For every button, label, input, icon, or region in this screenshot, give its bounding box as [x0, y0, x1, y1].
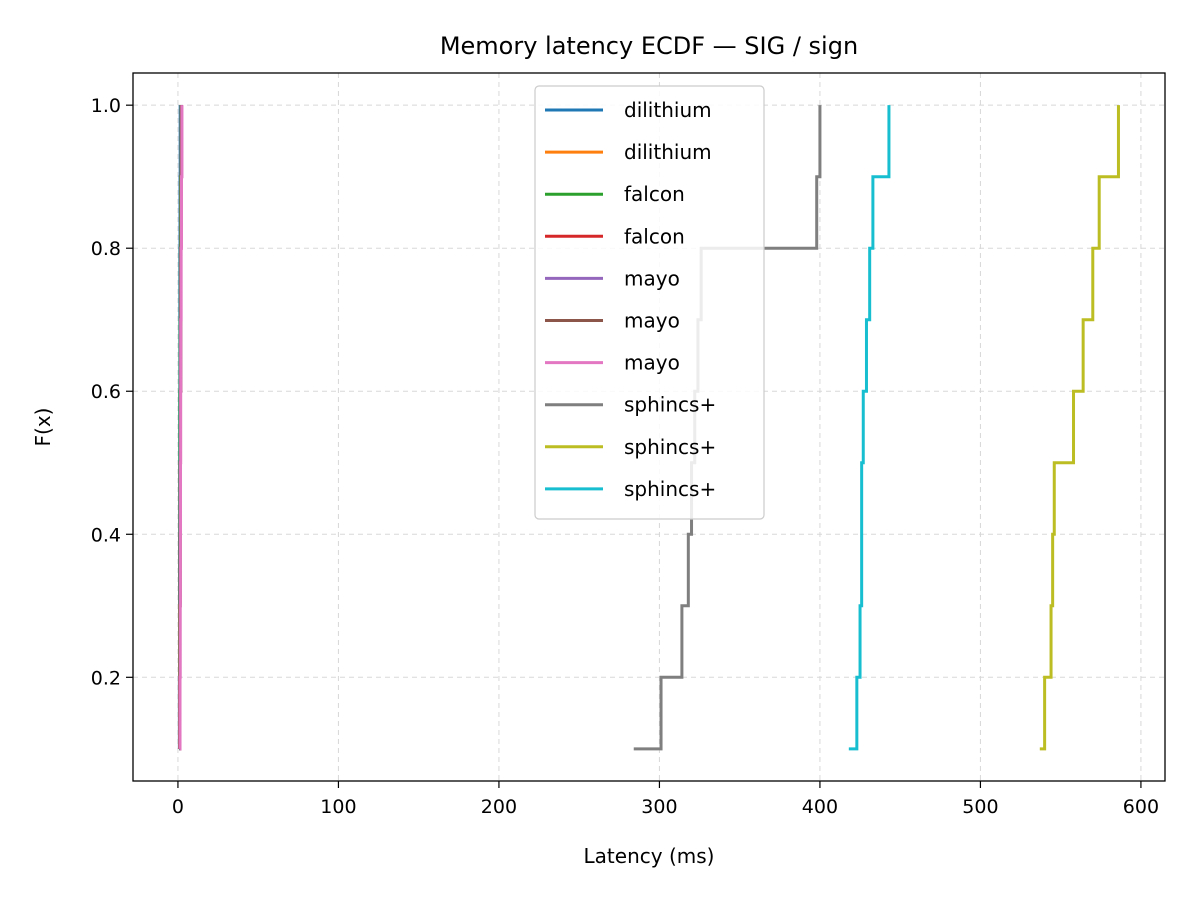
chart-title: Memory latency ECDF — SIG / sign [440, 32, 858, 60]
legend-entry-label: mayo [624, 266, 680, 290]
series-line-6 [178, 105, 184, 751]
x-tick-label: 200 [481, 796, 517, 818]
x-tick-label: 0 [172, 796, 184, 818]
x-tick-label: 300 [641, 796, 677, 818]
legend-entry-label: sphincs+ [624, 393, 716, 417]
y-tick-label: 0.6 [91, 381, 121, 403]
legend-entry-label: dilithium [624, 98, 712, 122]
series-line-8 [1039, 105, 1120, 751]
legend-entry-label: sphincs+ [624, 435, 716, 459]
y-tick-label: 0.8 [91, 238, 121, 260]
y-tick-label: 1.0 [91, 95, 121, 117]
legend-entry-label: falcon [624, 224, 685, 248]
series-lines [177, 105, 1120, 751]
legend-entry-label: dilithium [624, 140, 712, 164]
legend-entry-label: sphincs+ [624, 477, 716, 501]
legend-entry-label: mayo [624, 351, 680, 375]
axis-ticks: 0 100 200 300 400 500 600 0.2 0.4 0.6 0.8 1.0 [91, 95, 1159, 818]
y-tick-label: 0.2 [91, 667, 121, 689]
legend-entry-label: mayo [624, 309, 680, 333]
plot-area-frame [132, 72, 1166, 782]
x-tick-label: 500 [962, 796, 998, 818]
x-tick-label: 400 [802, 796, 838, 818]
legend: dilithium dilithium falcon falcon mayo mayo ma… [534, 85, 765, 520]
x-tick-label: 100 [320, 796, 356, 818]
legend-entry-label: falcon [624, 182, 685, 206]
y-tick-label: 0.4 [91, 524, 121, 546]
series-line-9 [848, 105, 891, 751]
y-axis-label: F(x) [31, 408, 55, 447]
x-axis-label: Latency (ms) [584, 844, 715, 868]
x-tick-label: 600 [1123, 796, 1159, 818]
